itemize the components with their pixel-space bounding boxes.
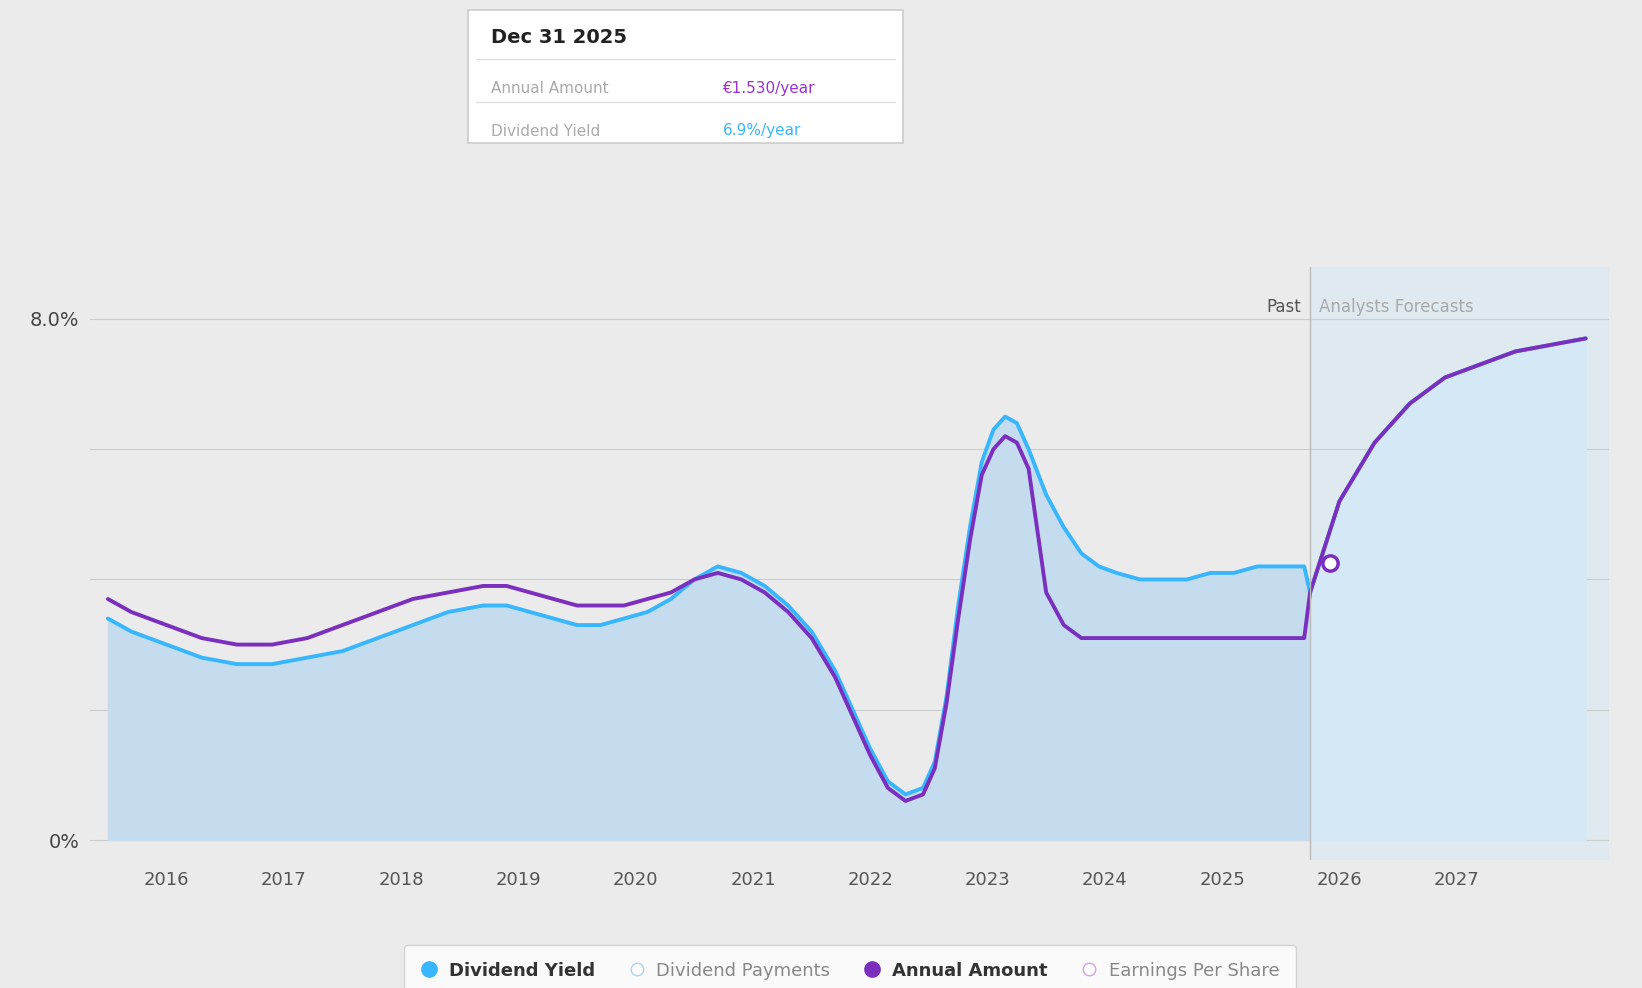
Bar xyxy=(1310,267,1642,860)
Text: Dividend Yield: Dividend Yield xyxy=(491,124,601,138)
Text: €1.530/year: €1.530/year xyxy=(722,81,814,96)
Text: Past: Past xyxy=(1266,298,1300,316)
Text: 6.9%/year: 6.9%/year xyxy=(722,124,801,138)
Text: Analysts Forecasts: Analysts Forecasts xyxy=(1320,298,1475,316)
Text: Annual Amount: Annual Amount xyxy=(491,81,609,96)
Legend: Dividend Yield, Dividend Payments, Annual Amount, Earnings Per Share: Dividend Yield, Dividend Payments, Annua… xyxy=(404,946,1296,988)
Text: Dec 31 2025: Dec 31 2025 xyxy=(491,28,627,46)
